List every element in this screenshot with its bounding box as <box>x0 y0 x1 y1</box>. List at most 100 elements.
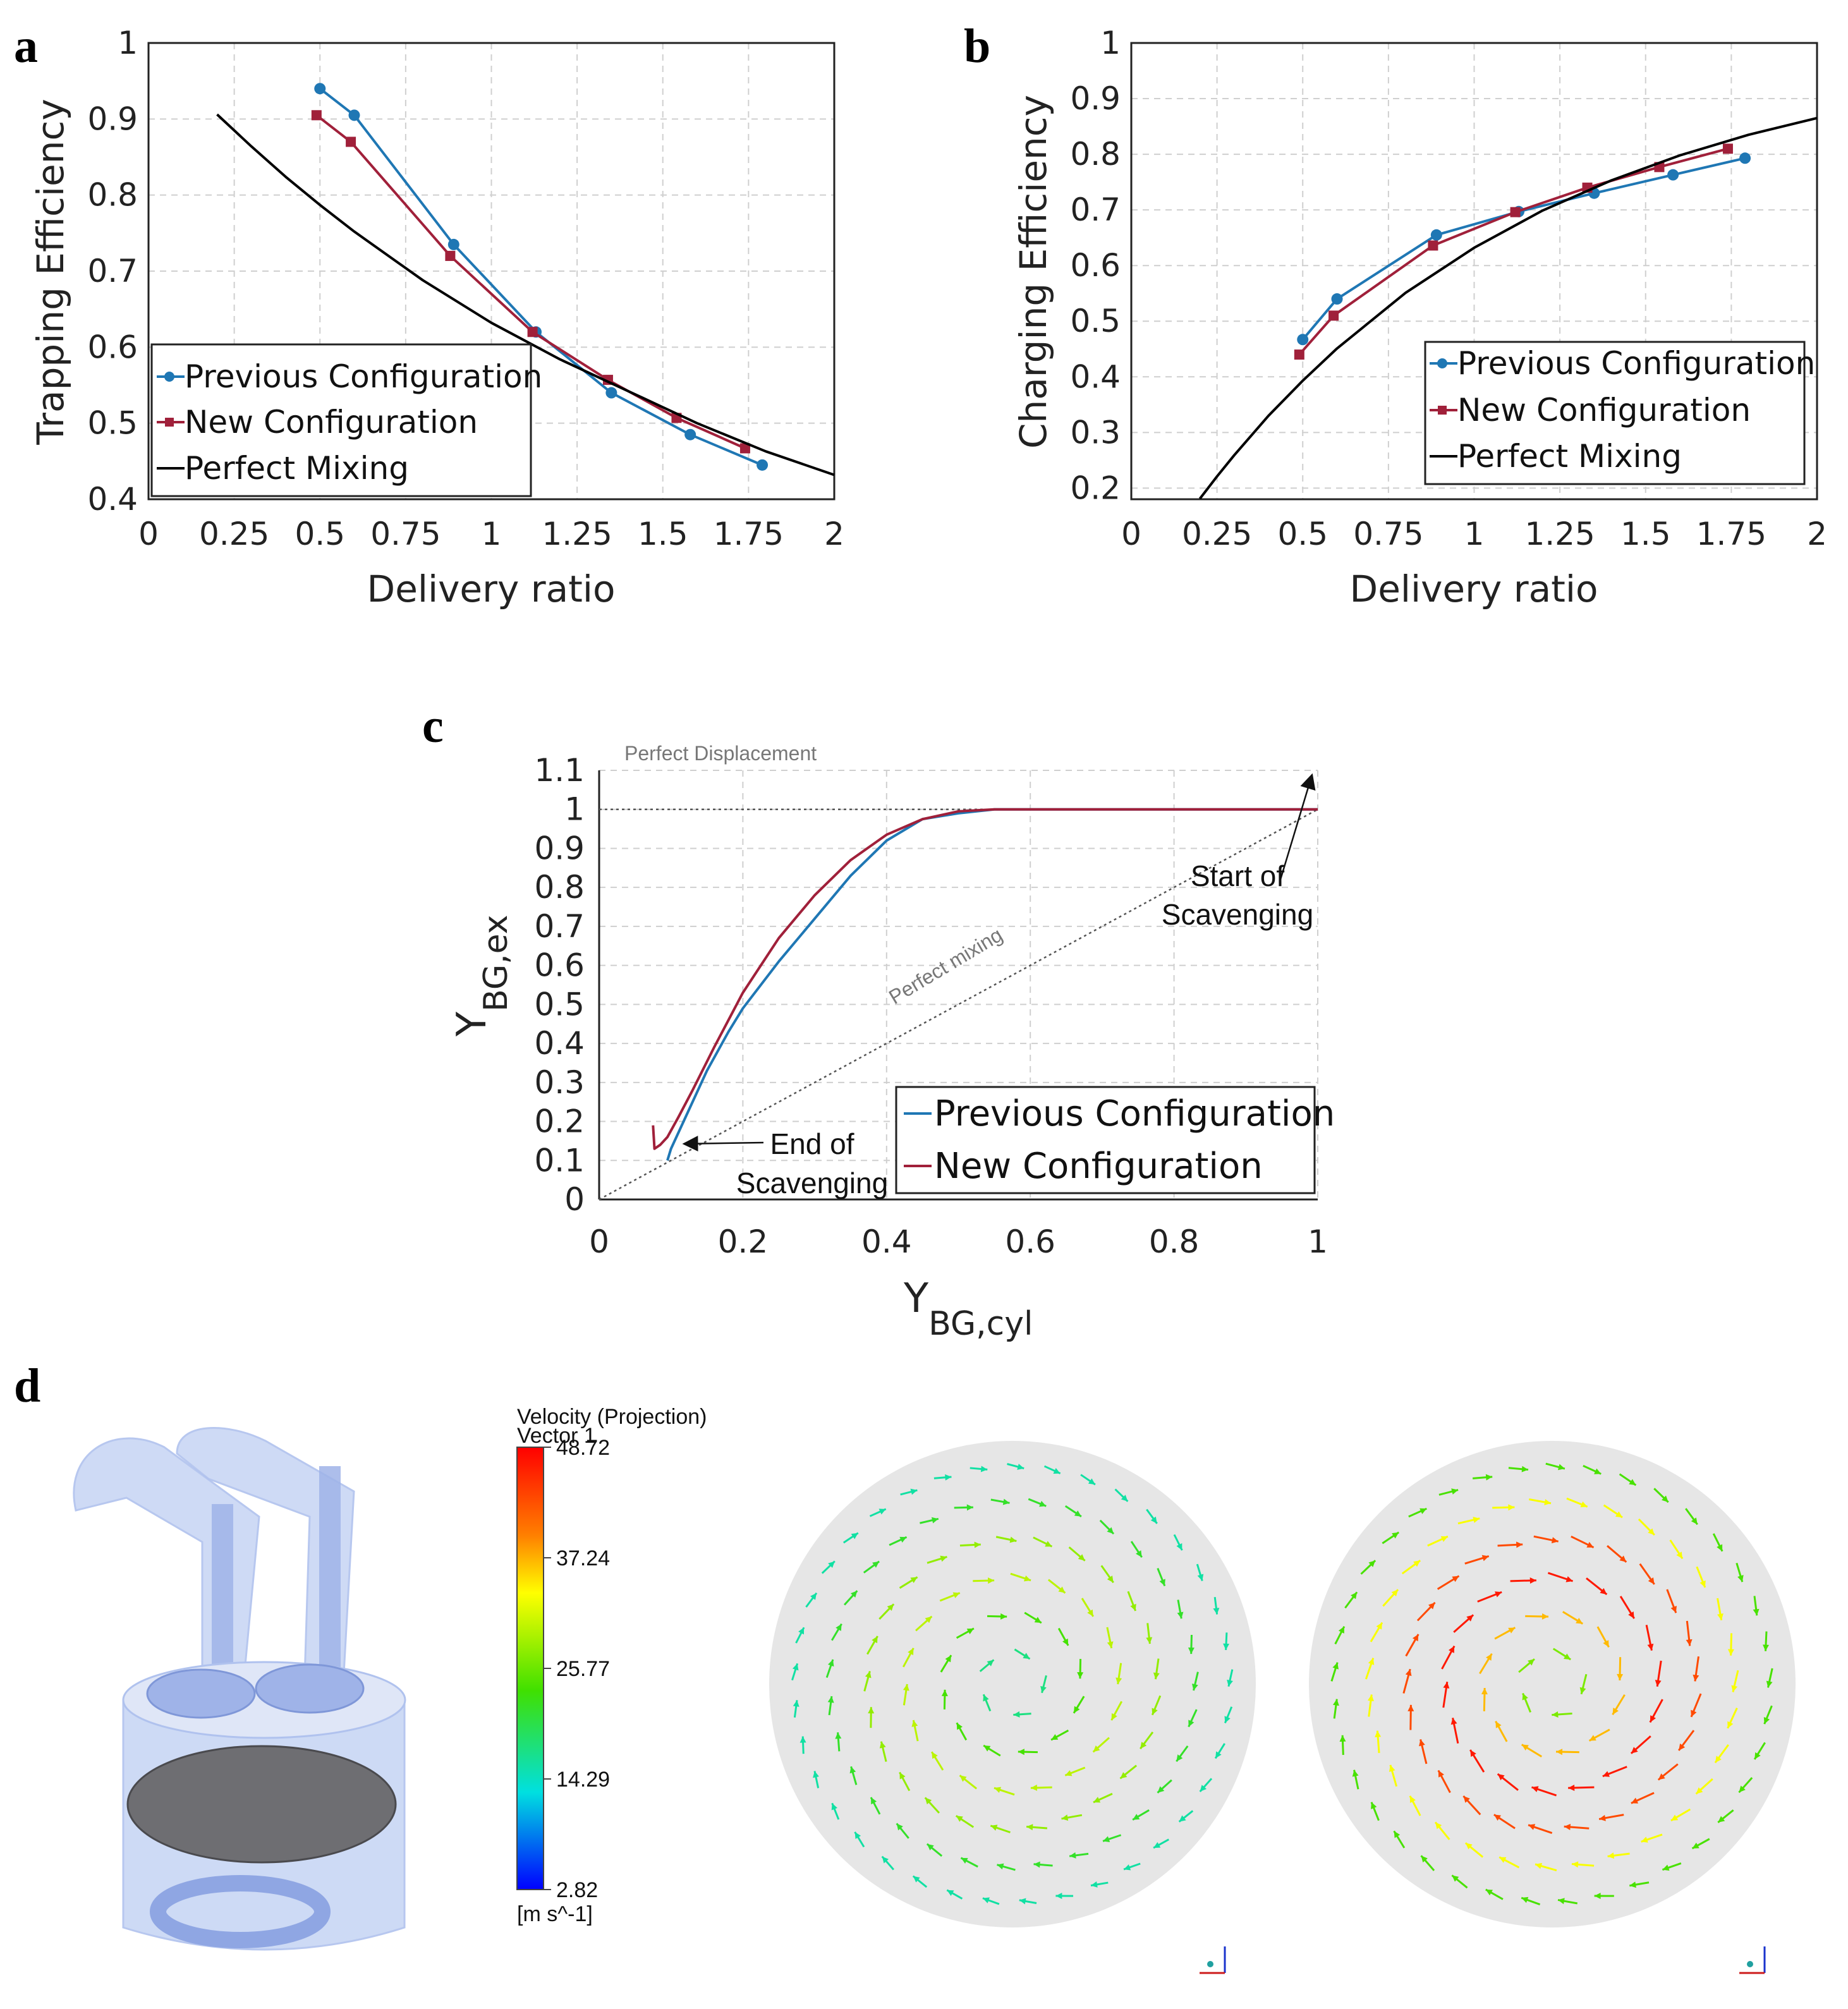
velocity-vector-head <box>1376 1622 1382 1630</box>
velocity-vector-head <box>1753 1608 1760 1616</box>
perfect-displacement-label: Perfect Displacement <box>624 742 817 765</box>
velocity-vector-head <box>1061 1814 1069 1821</box>
velocity-vector-head <box>910 1488 918 1495</box>
velocity-vector-head <box>1045 1541 1052 1547</box>
velocity-vector-head <box>1528 1659 1535 1666</box>
y-tick-label: 0.4 <box>534 1025 585 1062</box>
velocity-vector-head <box>1188 1720 1195 1727</box>
velocity-vector-head <box>1069 1852 1076 1859</box>
velocity-vector-head <box>887 1604 894 1611</box>
velocity-vector-head <box>1062 1638 1069 1646</box>
velocity-vector-head <box>1023 1653 1030 1659</box>
y-tick-label: 0.5 <box>1070 303 1121 339</box>
engine-cylinder-model <box>73 1427 406 1951</box>
y-tick-label: 0.6 <box>1070 247 1121 284</box>
x-tick-label: 1.5 <box>638 516 688 552</box>
velocity-vector-head <box>931 1517 939 1524</box>
series-line-new-configuration <box>652 808 1318 1150</box>
exhaust-ring <box>150 1875 331 1948</box>
y-tick-label: 0.7 <box>87 253 138 289</box>
chart-b-frame <box>1130 42 1818 501</box>
velocity-vector-head <box>1508 1627 1516 1634</box>
y-tick-label: 1 <box>1100 25 1121 61</box>
velocity-vector-head <box>1033 1861 1040 1868</box>
velocity-vector-head <box>1103 1836 1110 1842</box>
velocity-vector-head <box>1227 1679 1233 1687</box>
panel-letter-a: a <box>14 20 38 73</box>
velocity-vector-head <box>1571 1861 1579 1868</box>
velocity-vector-head <box>1676 1551 1683 1559</box>
velocity-vector-head <box>925 1616 932 1624</box>
velocity-vector-head <box>927 1843 934 1851</box>
legend-a-previous-marker <box>164 372 174 382</box>
x-tick-label: 0.25 <box>199 516 269 552</box>
velocity-vector-head <box>899 1772 906 1780</box>
legend-a-new-marker <box>165 418 174 427</box>
velocity-vector-head <box>1629 1881 1636 1888</box>
velocity-vector-head <box>1544 1499 1551 1505</box>
chart-a: 0 0.25 0.5 0.75 1 1.25 1.5 1.75 2 0.4 0.5 0.6 0.7 0.… <box>29 25 844 610</box>
velocity-vector-head <box>987 1577 995 1584</box>
chart-c: 0 0.2 0.4 0.6 0.8 1 00.10.20.30.40.50.60.70.8… <box>449 742 1335 1343</box>
velocity-vector-head <box>1371 1802 1377 1809</box>
velocity-vector-head <box>1159 1579 1165 1586</box>
start-arrow <box>1279 773 1316 882</box>
velocity-vector-head <box>1648 1577 1655 1585</box>
data-point-previous <box>1331 293 1343 305</box>
legend-a-previous-label: Previous Configuration <box>185 358 542 395</box>
colorbar-tick-label: 25.77 <box>556 1657 610 1681</box>
velocity-vector-head <box>1140 1742 1147 1749</box>
start-label-1: Start of <box>1191 859 1285 892</box>
velocity-vector-head <box>1188 1648 1195 1654</box>
velocity-vector-head <box>1412 1634 1419 1642</box>
velocity-vector-head <box>835 1732 842 1739</box>
x-tick-label: 1.5 <box>1620 516 1671 552</box>
velocity-vector-head <box>1612 1708 1619 1715</box>
velocity-vector-head <box>932 1752 938 1759</box>
velocity-vector-head <box>945 1655 951 1663</box>
velocity-vector-head <box>1053 1467 1061 1474</box>
velocity-vector-head <box>1107 1527 1114 1534</box>
colorbar-gradient <box>516 1447 544 1890</box>
data-point-new <box>739 443 750 454</box>
velocity-vector-head <box>1153 1672 1160 1680</box>
velocity-vector-head <box>1594 1893 1601 1900</box>
velocity-vector-head <box>1696 1787 1703 1794</box>
x-tick-label: 0.4 <box>861 1223 912 1260</box>
velocity-vector-head <box>1754 1752 1761 1759</box>
velocity-vector-head <box>1579 1687 1586 1694</box>
velocity-vector-head <box>1115 1677 1122 1685</box>
velocity-vector-head <box>1522 1693 1528 1701</box>
velocity-vector-head <box>1389 1764 1395 1772</box>
velocity-vector-head <box>896 1823 903 1831</box>
velocity-vector-head <box>1727 1649 1734 1656</box>
colorbar-tick-label: 14.29 <box>556 1768 610 1792</box>
velocity-vector-head <box>1473 1517 1480 1523</box>
velocity-vector-head <box>878 1508 886 1515</box>
colorbar-tick-label: 48.72 <box>556 1436 610 1460</box>
velocity-vector-head <box>941 1689 948 1696</box>
velocity-vector-head <box>1619 1555 1627 1562</box>
velocity-vector-head <box>1766 1680 1773 1688</box>
data-point-previous <box>348 109 360 121</box>
x-tick-label: 0.5 <box>1277 516 1328 552</box>
y-tick-label: 1 <box>118 25 138 61</box>
velocity-vector-head <box>1018 1749 1024 1756</box>
velocity-vector-head <box>1176 1754 1183 1762</box>
velocity-vector-head <box>1405 1669 1412 1677</box>
x-tick-label: 0 <box>138 516 159 552</box>
x-tick-label: 0.5 <box>295 516 345 552</box>
velocity-vector-head <box>1631 1797 1639 1804</box>
velocity-vector-head <box>1564 1653 1571 1660</box>
velocity-vector-head <box>865 1671 872 1678</box>
velocity-vector-head <box>1093 1745 1100 1752</box>
velocity-vector-head <box>799 1736 806 1743</box>
data-point-previous <box>1739 152 1751 164</box>
velocity-vector-head <box>1058 1586 1066 1593</box>
velocity-vector-head <box>925 1797 932 1805</box>
y-tick-label: 0.3 <box>534 1064 585 1101</box>
velocity-vector-head <box>1691 1709 1697 1717</box>
velocity-vector-head <box>987 1660 994 1666</box>
velocity-vector-head <box>1074 1706 1080 1713</box>
